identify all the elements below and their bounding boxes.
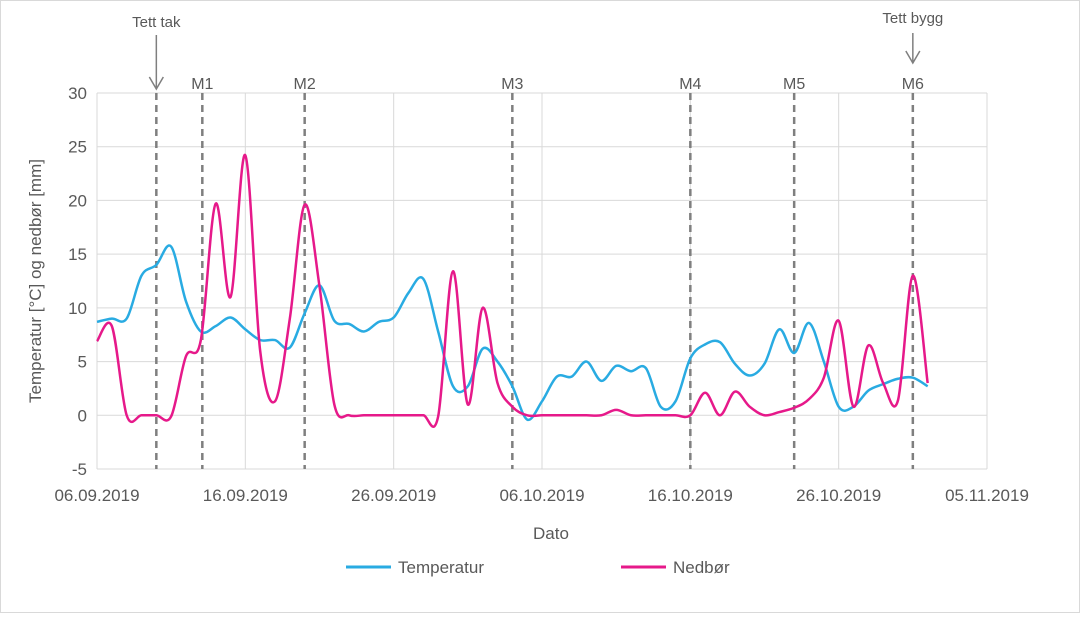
milestone-label-m5: M5 [783, 76, 805, 93]
x-tick-label: 26.09.2019 [351, 486, 436, 505]
y-tick-label: 20 [68, 191, 87, 210]
milestone-label-m1: M1 [191, 76, 213, 93]
series-line-nedbør [95, 154, 929, 428]
x-tick-label: 06.10.2019 [499, 486, 584, 505]
y-tick-label: 5 [78, 353, 87, 372]
milestone-label-m3: M3 [501, 76, 523, 93]
milestone-label-m4: M4 [679, 76, 701, 93]
x-tick-label: 16.09.2019 [203, 486, 288, 505]
y-axis-label: Temperatur [°C] og nedbør [mm] [26, 159, 45, 403]
x-tick-label: 05.11.2019 [945, 486, 1029, 505]
x-tick-label: 16.10.2019 [648, 486, 733, 505]
y-tick-label: 10 [68, 299, 87, 318]
series-line-temperatur [96, 244, 929, 422]
legend-label-nedbor: Nedbør [673, 558, 730, 577]
arrowhead-icon [148, 76, 164, 91]
y-tick-label: -5 [72, 460, 87, 479]
milestone-label-m6: M6 [902, 76, 924, 93]
y-tick-label: 30 [68, 84, 87, 103]
x-tick-label: 06.09.2019 [54, 486, 139, 505]
arrow-label: Tett bygg [882, 10, 943, 27]
arrowhead-icon [905, 50, 921, 65]
y-tick-label: 15 [68, 245, 87, 264]
arrow-label: Tett tak [132, 14, 181, 31]
y-tick-label: 25 [68, 138, 87, 157]
legend-label-temperatur: Temperatur [398, 558, 484, 577]
x-tick-label: 26.10.2019 [796, 486, 881, 505]
milestone-label-m2: M2 [294, 76, 316, 93]
x-axis-label: Dato [533, 524, 569, 543]
legend: Temperatur Nedbør [346, 558, 730, 577]
y-tick-label: 0 [78, 406, 87, 425]
